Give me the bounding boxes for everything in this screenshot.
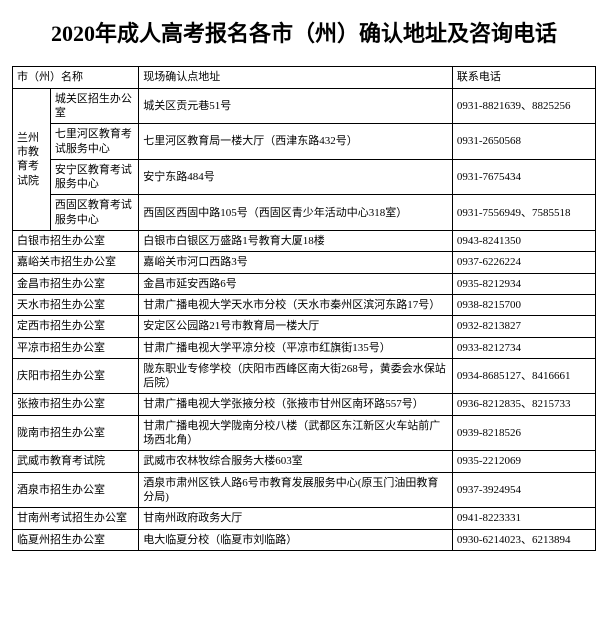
cell-address: 甘肃广播电视大学陇南分校八楼（武都区东江新区火车站前广场西北角） (139, 415, 453, 451)
header-city: 市（州）名称 (13, 67, 139, 88)
cell-phone: 0931-7675434 (452, 159, 595, 195)
cell-address: 甘肃广播电视大学张掖分校（张掖市甘州区南环路557号） (139, 394, 453, 415)
table-row: 张掖市招生办公室甘肃广播电视大学张掖分校（张掖市甘州区南环路557号）0936-… (13, 394, 596, 415)
table-row: 天水市招生办公室甘肃广播电视大学天水市分校（天水市秦州区滨河东路17号）0938… (13, 294, 596, 315)
table-row: 平凉市招生办公室甘肃广播电视大学平凉分校（平凉市红旗街135号）0933-821… (13, 337, 596, 358)
header-phone: 联系电话 (452, 67, 595, 88)
cell-city: 天水市招生办公室 (13, 294, 139, 315)
cell-address: 酒泉市肃州区铁人路6号市教育发展服务中心(原玉门油田教育分局) (139, 472, 453, 508)
cell-city: 嘉峪关市招生办公室 (13, 252, 139, 273)
cell-phone: 0931-2650568 (452, 124, 595, 160)
table-row: 兰州市教育考试院 城关区招生办公室 城关区贡元巷51号 0931-8821639… (13, 88, 596, 124)
cell-phone: 0937-6226224 (452, 252, 595, 273)
cell-phone: 0943-8241350 (452, 231, 595, 252)
table-row: 武威市教育考试院武威市农林牧综合服务大楼603室0935-2212069 (13, 451, 596, 472)
cell-phone: 0941-8223331 (452, 508, 595, 529)
cell-address: 嘉峪关市河口西路3号 (139, 252, 453, 273)
cell-address: 甘肃广播电视大学平凉分校（平凉市红旗街135号） (139, 337, 453, 358)
cell-city: 定西市招生办公室 (13, 316, 139, 337)
cell-phone: 0934-8685127、8416661 (452, 358, 595, 394)
cell-city: 平凉市招生办公室 (13, 337, 139, 358)
cell-office: 七里河区教育考试服务中心 (50, 124, 138, 160)
cell-address: 七里河区教育局一楼大厅（西津东路432号） (139, 124, 453, 160)
cell-address: 陇东职业专修学校（庆阳市西峰区南大街268号，黄委会水保站后院） (139, 358, 453, 394)
table-row: 西固区教育考试服务中心 西固区西固中路105号（西固区青少年活动中心318室） … (13, 195, 596, 231)
cell-phone: 0933-8212734 (452, 337, 595, 358)
cell-address: 城关区贡元巷51号 (139, 88, 453, 124)
cell-city: 白银市招生办公室 (13, 231, 139, 252)
cell-phone: 0932-8213827 (452, 316, 595, 337)
cell-address: 安定区公园路21号市教育局一楼大厅 (139, 316, 453, 337)
cell-phone: 0935-2212069 (452, 451, 595, 472)
cell-address: 白银市白银区万盛路1号教育大厦18楼 (139, 231, 453, 252)
table-row: 临夏州招生办公室电大临夏分校（临夏市刘临路）0930-6214023、62138… (13, 529, 596, 550)
cell-address: 武威市农林牧综合服务大楼603室 (139, 451, 453, 472)
cell-address: 金昌市延安西路6号 (139, 273, 453, 294)
table-row: 甘南州考试招生办公室甘南州政府政务大厅0941-8223331 (13, 508, 596, 529)
cell-city: 张掖市招生办公室 (13, 394, 139, 415)
cell-phone: 0939-8218526 (452, 415, 595, 451)
table-row: 陇南市招生办公室甘肃广播电视大学陇南分校八楼（武都区东江新区火车站前广场西北角）… (13, 415, 596, 451)
cell-phone: 0935-8212934 (452, 273, 595, 294)
cell-phone: 0937-3924954 (452, 472, 595, 508)
cell-address: 甘南州政府政务大厅 (139, 508, 453, 529)
cell-city: 临夏州招生办公室 (13, 529, 139, 550)
table-row: 庆阳市招生办公室陇东职业专修学校（庆阳市西峰区南大街268号，黄委会水保站后院）… (13, 358, 596, 394)
table-row: 金昌市招生办公室金昌市延安西路6号0935-8212934 (13, 273, 596, 294)
table-row: 定西市招生办公室安定区公园路21号市教育局一楼大厅0932-8213827 (13, 316, 596, 337)
header-row: 市（州）名称 现场确认点地址 联系电话 (13, 67, 596, 88)
confirmation-table: 市（州）名称 现场确认点地址 联系电话 兰州市教育考试院 城关区招生办公室 城关… (12, 66, 596, 550)
cell-office: 安宁区教育考试服务中心 (50, 159, 138, 195)
cell-city: 庆阳市招生办公室 (13, 358, 139, 394)
table-row: 酒泉市招生办公室酒泉市肃州区铁人路6号市教育发展服务中心(原玉门油田教育分局)0… (13, 472, 596, 508)
cell-city: 武威市教育考试院 (13, 451, 139, 472)
table-row: 安宁区教育考试服务中心 安宁东路484号 0931-7675434 (13, 159, 596, 195)
cell-address: 安宁东路484号 (139, 159, 453, 195)
cell-address: 甘肃广播电视大学天水市分校（天水市秦州区滨河东路17号） (139, 294, 453, 315)
cell-city: 甘南州考试招生办公室 (13, 508, 139, 529)
cell-phone: 0938-8215700 (452, 294, 595, 315)
cell-phone: 0931-8821639、8825256 (452, 88, 595, 124)
cell-address: 电大临夏分校（临夏市刘临路） (139, 529, 453, 550)
cell-city: 酒泉市招生办公室 (13, 472, 139, 508)
page-title: 2020年成人高考报名各市（州）确认地址及咨询电话 (12, 10, 596, 58)
table-row: 嘉峪关市招生办公室嘉峪关市河口西路3号0937-6226224 (13, 252, 596, 273)
header-address: 现场确认点地址 (139, 67, 453, 88)
cell-city: 金昌市招生办公室 (13, 273, 139, 294)
cell-office: 城关区招生办公室 (50, 88, 138, 124)
cell-phone: 0936-8212835、8215733 (452, 394, 595, 415)
lanzhou-parent: 兰州市教育考试院 (13, 88, 51, 230)
cell-phone: 0931-7556949、7585518 (452, 195, 595, 231)
cell-address: 西固区西固中路105号（西固区青少年活动中心318室） (139, 195, 453, 231)
cell-city: 陇南市招生办公室 (13, 415, 139, 451)
cell-phone: 0930-6214023、6213894 (452, 529, 595, 550)
table-row: 白银市招生办公室白银市白银区万盛路1号教育大厦18楼0943-8241350 (13, 231, 596, 252)
table-row: 七里河区教育考试服务中心 七里河区教育局一楼大厅（西津东路432号） 0931-… (13, 124, 596, 160)
cell-office: 西固区教育考试服务中心 (50, 195, 138, 231)
